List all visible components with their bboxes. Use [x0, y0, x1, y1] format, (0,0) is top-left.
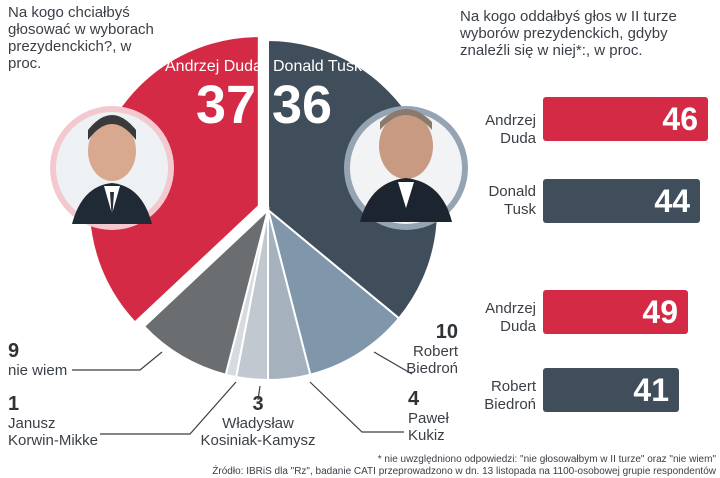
leader-kosiniak: [257, 385, 261, 401]
label-kosiniak: 3 Władysław Kosiniak-Kamysz: [198, 393, 318, 449]
bar3-label-line1: Andrzej: [485, 300, 536, 317]
label-biedron-line2: Biedroń: [406, 360, 458, 377]
label-kukiz: 4 Paweł Kukiz: [408, 388, 449, 444]
bar-biedron-41: 41: [543, 368, 679, 412]
source: Źródło: IBRiS dla "Rz", badanie CATI prz…: [212, 466, 716, 477]
bar3-label-line2: Duda: [500, 318, 536, 335]
duda-photo: [50, 106, 174, 230]
bar2-label: Donald Tusk: [458, 183, 536, 219]
leader-korwin: [100, 381, 237, 435]
label-niewiem: 9 nie wiem: [8, 340, 67, 379]
duda-name-label: Andrzej Duda: [165, 58, 262, 75]
bar1-label-line2: Duda: [500, 130, 536, 147]
bar4-label-line2: Biedroń: [484, 396, 536, 413]
label-kukiz-line2: Kukiz: [408, 427, 445, 444]
bar1-label: Andrzej Duda: [458, 112, 536, 148]
leader-lines: [72, 351, 413, 435]
label-niewiem-text: nie wiem: [8, 362, 68, 379]
label-korwin-num: 1: [8, 393, 20, 415]
label-korwin-line2: Korwin-Mikke: [8, 432, 99, 449]
bar2-label-line1: Donald: [488, 183, 536, 200]
bar4-value: 41: [633, 372, 669, 408]
label-kukiz-num: 4: [408, 388, 420, 410]
leader-niewiem: [72, 351, 163, 371]
bar1-value: 46: [662, 101, 698, 137]
bar1-label-line1: Andrzej: [485, 112, 536, 129]
label-kosiniak-num: 3: [252, 393, 264, 415]
label-kukiz-line1: Paweł: [408, 410, 449, 427]
pie-slice-robert-biedro-: [266, 207, 401, 376]
leader-biedron: [373, 351, 413, 375]
pie-slice-nie-wiem: [142, 206, 270, 376]
label-kosiniak-line1: Władysław: [222, 415, 294, 432]
bar-duda-46: 46: [543, 97, 708, 141]
duda-value-label: 37: [196, 75, 257, 135]
label-kosiniak-line2: Kosiniak-Kamysz: [200, 432, 316, 449]
tusk-name-label: Donald Tusk: [273, 58, 362, 75]
tusk-value-label: 36: [272, 75, 333, 135]
label-korwin-line1: Janusz: [8, 415, 56, 432]
label-biedron-line1: Robert: [412, 343, 458, 360]
label-korwin: 1 Janusz Korwin-Mikke: [8, 393, 98, 449]
right-question: Na kogo oddałbyś głos w II turze wyborów…: [460, 8, 677, 59]
tusk-photo: [344, 106, 468, 230]
leader-kukiz: [309, 381, 404, 433]
label-biedron-num: 10: [435, 321, 458, 343]
label-niewiem-num: 9: [8, 340, 20, 362]
label-biedron: 10 Robert Biedroń: [402, 321, 458, 377]
bar2-label-line2: Tusk: [504, 201, 536, 218]
bar3-value: 49: [642, 294, 678, 330]
footnote: * nie uwzględniono odpowiedzi: "nie głos…: [377, 454, 716, 465]
bar-tusk-44: 44: [543, 179, 700, 223]
bar2-value: 44: [654, 183, 690, 219]
bar-duda-49: 49: [543, 290, 688, 334]
left-question: Na kogo chciałbyś głosować w wyborach pr…: [8, 4, 154, 72]
bar4-label-line1: Robert: [490, 378, 536, 395]
bar3-label: Andrzej Duda: [458, 300, 536, 336]
bar4-label: Robert Biedroń: [458, 378, 536, 414]
